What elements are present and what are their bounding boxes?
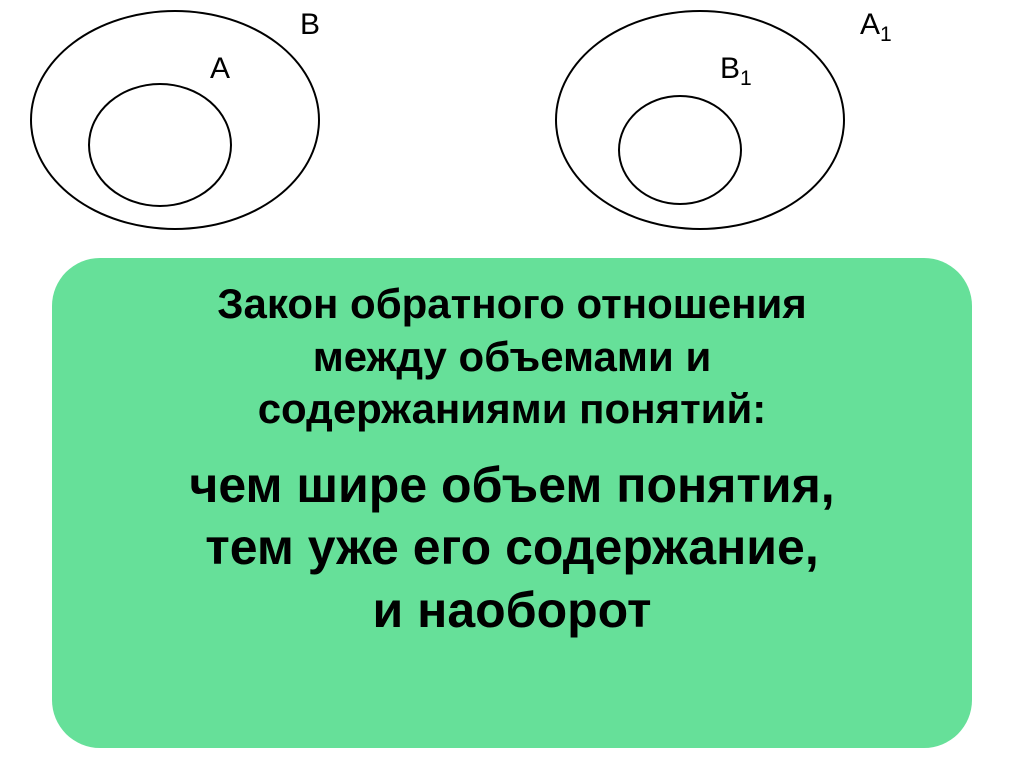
law-text-box: Закон обратного отношения между объемами…: [52, 258, 972, 748]
right-inner-label-base: В: [720, 52, 740, 85]
body-line-2: тем уже его содержание,: [205, 519, 818, 575]
left-inner-label: А: [210, 52, 230, 86]
body-line-1: чем шире объем понятия,: [189, 457, 834, 513]
right-outer-label: А1: [860, 8, 892, 47]
right-outer-label-sub: 1: [880, 23, 892, 46]
diagram-area: В А А1 В1: [0, 0, 1024, 270]
left-outer-label: В: [300, 8, 320, 42]
right-inner-label: В1: [720, 52, 752, 91]
right-inner-ellipse: [618, 95, 742, 205]
heading-line-1: Закон обратного отношения: [217, 280, 807, 327]
heading-line-3: содержаниями понятий:: [258, 385, 767, 432]
law-heading: Закон обратного отношения между объемами…: [82, 278, 942, 436]
right-outer-label-base: А: [860, 8, 880, 41]
law-body: чем шире объем понятия, тем уже его соде…: [82, 454, 942, 642]
right-inner-label-sub: 1: [740, 67, 752, 90]
body-line-3: и наоборот: [373, 582, 652, 638]
heading-line-2: между объемами и: [313, 333, 712, 380]
left-inner-ellipse: [88, 83, 232, 207]
